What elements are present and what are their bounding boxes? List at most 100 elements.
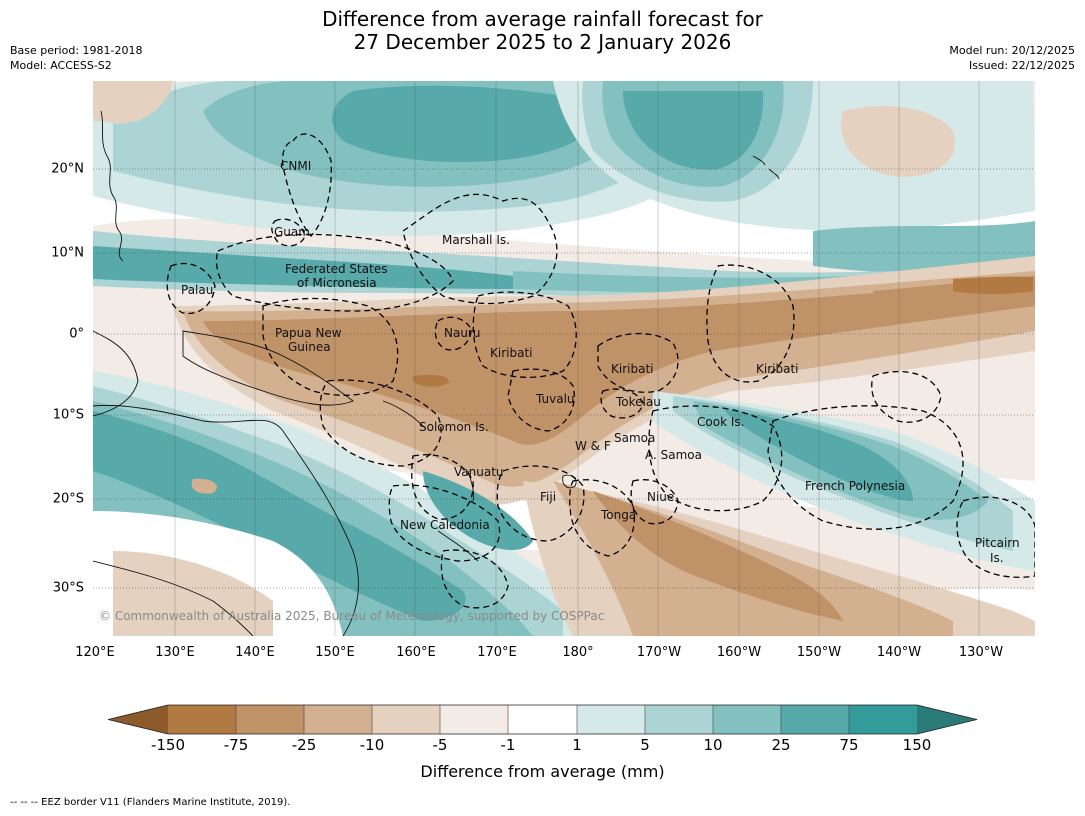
copyright-notice: © Commonwealth of Australia 2025, Bureau…: [99, 609, 605, 623]
model-run: Model run: 20/12/2025: [949, 44, 1075, 57]
title-line-2: 27 December 2025 to 2 January 2026: [353, 30, 732, 54]
eez-palau: [166, 262, 216, 315]
label-marshall: Marshall Is.: [442, 233, 510, 247]
place-labels: CNMI Guam Marshall Is. Federated States …: [181, 159, 1020, 565]
eez-new-caledonia: [388, 484, 501, 562]
lon-label-130w: 130°W: [958, 645, 1004, 660]
eez-footnote: -- -- -- EEZ border V11 (Flanders Marine…: [10, 797, 291, 808]
eez-tuvalu: [507, 368, 575, 432]
eez-marshall: [402, 193, 558, 305]
label-png-1: Papua New: [275, 326, 342, 340]
label-kiribati-c: Kiribati: [611, 362, 653, 376]
colorbar-tick-12: 150: [902, 736, 932, 754]
eez-tokelau: [600, 388, 644, 419]
lat-label-20s: 20°S: [52, 491, 84, 507]
eez-cook: [648, 405, 783, 512]
colorbar-tick-5: -5: [432, 736, 448, 754]
eez-fsm: [215, 233, 454, 312]
colorbar-tick-10: 25: [771, 736, 791, 754]
label-cnmi: CNMI: [280, 159, 311, 173]
colorbar-tick-4: -10: [359, 736, 385, 754]
colorbar-title: Difference from average (mm): [420, 762, 665, 781]
meta-right: Model run: 20/12/2025 Issued: 22/12/2025: [949, 43, 1075, 73]
australia-west-coast: [93, 560, 254, 636]
lon-label-170w: 170°W: [636, 645, 682, 660]
label-asamoa: A. Samoa: [645, 448, 702, 462]
eez-niue: [630, 479, 679, 525]
eez-fiji: [496, 465, 585, 542]
colorbar-bin-11: [849, 705, 917, 734]
eez-new-zealand-kermadec: [440, 549, 509, 609]
australia-coast: [93, 404, 359, 636]
lon-label-160e: 160°E: [396, 645, 436, 660]
colorbar-tick-3: -25: [291, 736, 317, 754]
eez-borders: [166, 133, 1035, 609]
colorbar-max-arrow: [917, 705, 977, 734]
label-vanuatu: Vanuatu: [454, 465, 504, 479]
eez-nauru: [434, 316, 472, 351]
colorbar-bin-7: [577, 705, 645, 734]
southeast-wet-band: [653, 391, 1035, 571]
label-kiribati-e: Kiribati: [756, 362, 798, 376]
northern-wet-band: [93, 81, 1035, 275]
hawaii-islands: [752, 155, 780, 180]
label-wf: W & F: [575, 439, 611, 453]
colorbar-min-arrow: [108, 705, 168, 734]
colorbar-outline: [108, 704, 978, 735]
lon-label-150w: 150°W: [796, 645, 842, 660]
label-solomon: Solomon Is.: [419, 420, 489, 434]
colorbar: [108, 704, 978, 735]
label-png-2: Guinea: [288, 340, 331, 354]
lon-label-170e: 170°E: [477, 645, 517, 660]
base-period: Base period: 1981-2018: [10, 44, 143, 57]
eez-kiribati-gilbert: [472, 291, 577, 378]
fiji-islands: [562, 474, 577, 489]
lon-label-180: 180°: [562, 645, 594, 660]
label-guam: Guam: [274, 225, 310, 239]
lon-label-130e: 130°E: [155, 645, 195, 660]
southern-wet-band: [93, 371, 593, 636]
label-fiji: Fiji: [540, 490, 556, 504]
label-samoa: Samoa: [614, 431, 655, 445]
label-tokelau: Tokelau: [615, 395, 661, 409]
lon-label-150e: 150°E: [315, 645, 355, 660]
label-pitcairn-2: Is.: [990, 551, 1004, 565]
lat-label-10n: 10°N: [51, 245, 84, 261]
map-title: Difference from average rainfall forecas…: [0, 8, 1085, 54]
colorbar-dividers: [235, 705, 850, 734]
equatorial-dry-band: [173, 256, 1035, 505]
model-name: Model: ACCESS-S2: [10, 59, 112, 72]
label-pitcairn-1: Pitcairn: [975, 536, 1020, 550]
label-palau: Palau: [181, 283, 213, 297]
colorbar-bin-3: [304, 705, 372, 734]
colorbar-bin-8: [645, 705, 713, 734]
label-newcal: New Caledonia: [400, 518, 490, 532]
label-tuvalu: Tuvalu: [535, 392, 575, 406]
eez-marquesas: [871, 370, 942, 423]
colorbar-tick-8: 5: [640, 736, 650, 754]
eez-cnmi: [281, 133, 332, 237]
colorbar-bin-2: [236, 705, 304, 734]
colorbar-tick-6: -1: [500, 736, 516, 754]
colorbar-tick-7: 1: [572, 736, 582, 754]
lat-label-0: 0°: [69, 326, 84, 342]
eez-french-polynesia: [767, 405, 964, 530]
southeast-dry-band: [523, 481, 1035, 636]
colorbar-tick-2: -75: [223, 736, 249, 754]
lat-label-20n: 20°N: [51, 161, 84, 177]
label-fsm-2: of Micronesia: [297, 276, 377, 290]
colorbar-tick-1: -150: [150, 736, 186, 754]
colorbar-tick-9: 10: [703, 736, 723, 754]
label-fp: French Polynesia: [805, 479, 905, 493]
lon-label-140e: 140°E: [235, 645, 275, 660]
eez-png: [262, 297, 399, 396]
eez-tonga: [569, 479, 635, 557]
colorbar-bin-5: [440, 705, 508, 734]
coastlines: [93, 110, 780, 636]
lon-label-120e: 120°E: [75, 645, 115, 660]
label-cook: Cook Is.: [697, 415, 744, 429]
eez-guam: [271, 218, 306, 247]
lon-label-160w: 160°W: [716, 645, 762, 660]
graticule: [174, 81, 980, 636]
parallels: [93, 168, 1035, 589]
